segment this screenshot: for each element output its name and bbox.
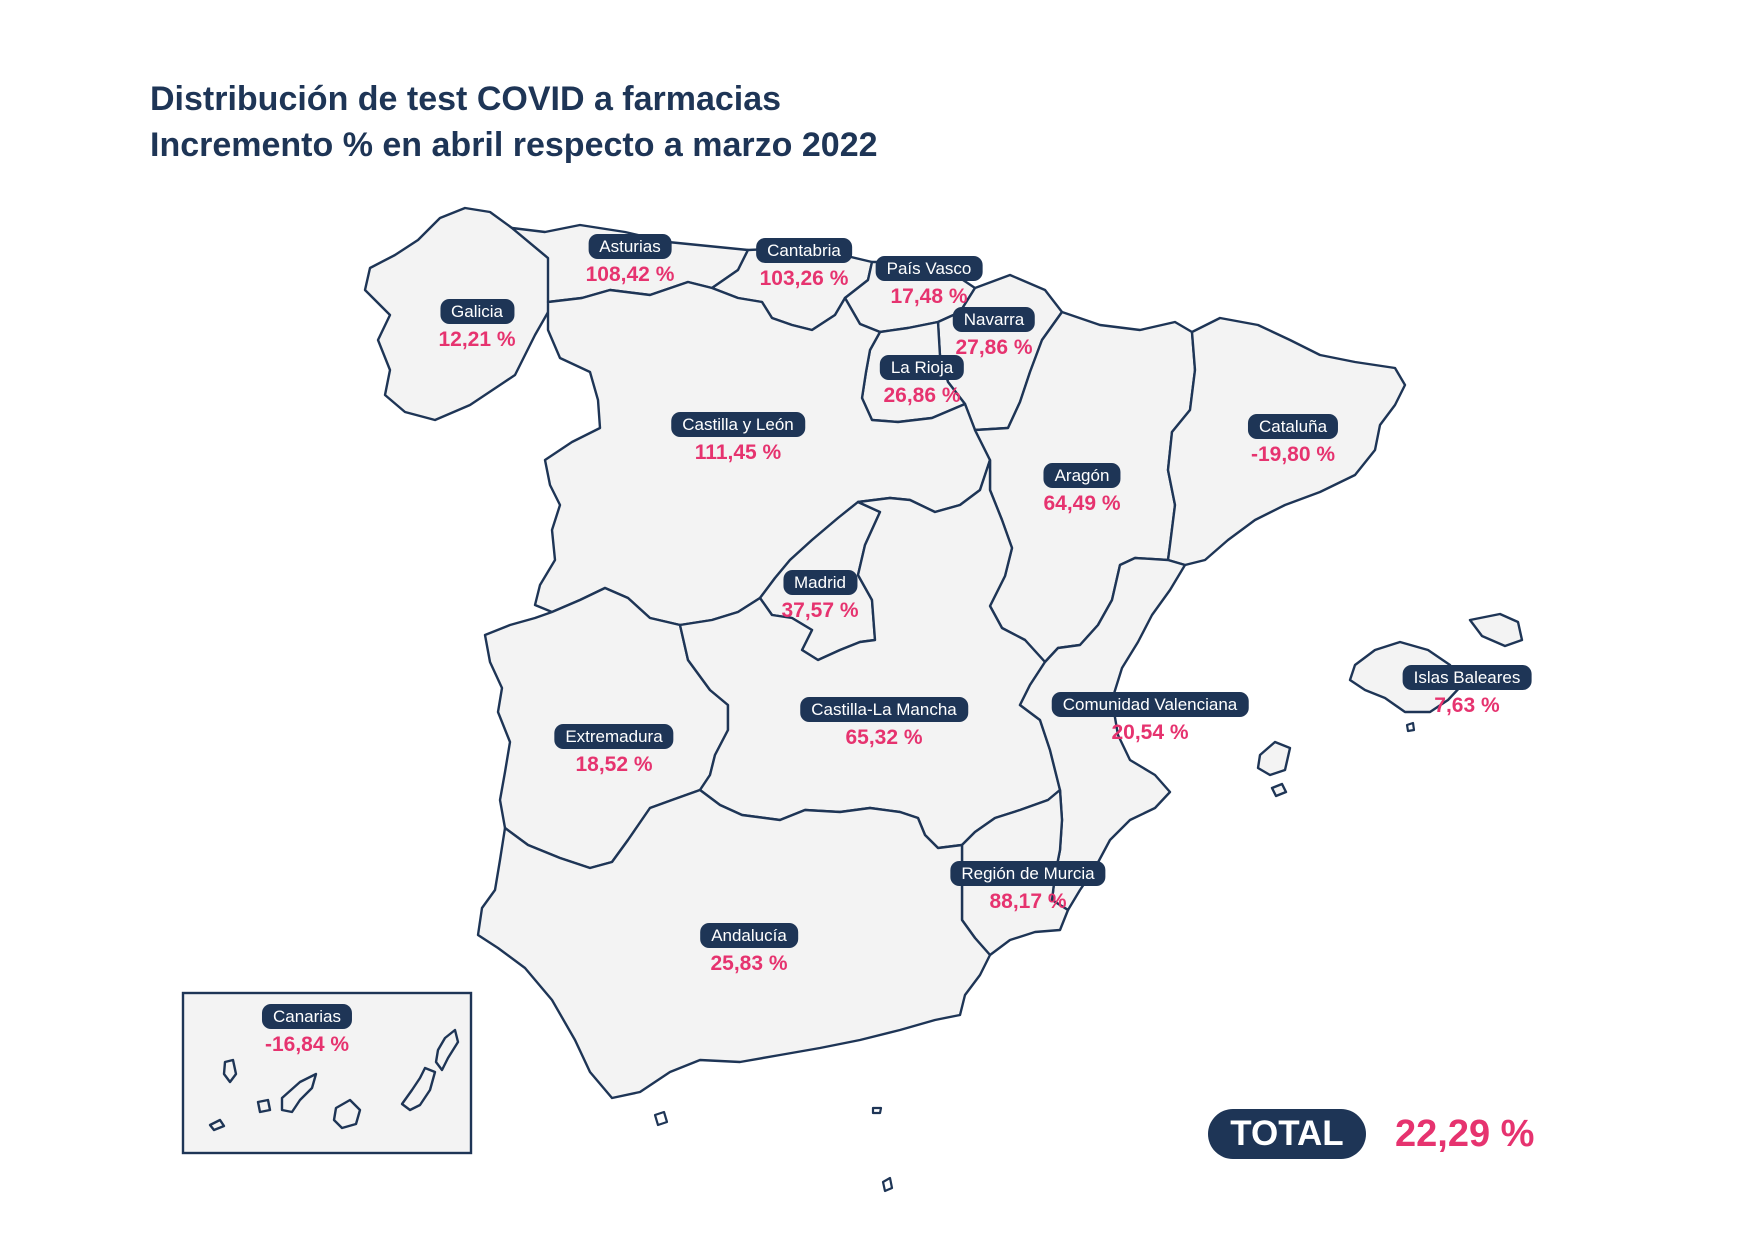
region-name-madrid: Madrid — [783, 570, 857, 595]
region-name-murcia: Región de Murcia — [950, 861, 1106, 886]
islet-ceuta — [653, 1110, 669, 1127]
label-navarra: Navarra 27,86 % — [952, 307, 1036, 362]
label-galicia: Galicia 12,21 % — [438, 299, 516, 354]
region-name-andalucia: Andalucía — [700, 923, 798, 948]
label-islas-baleares: Islas Baleares 7,63 % — [1402, 665, 1532, 720]
region-name-canarias: Canarias — [261, 1004, 353, 1029]
region-value-navarra: 27,86 % — [955, 336, 1033, 359]
region-name-la-rioja: La Rioja — [879, 355, 965, 380]
region-value-extremadura: 18,52 % — [575, 753, 653, 776]
region-name-galicia: Galicia — [440, 299, 514, 324]
region-value-galicia: 12,21 % — [438, 328, 516, 351]
region-value-murcia: 88,17 % — [989, 890, 1067, 913]
island-fuerteventura — [400, 1066, 437, 1112]
region-cataluna — [1166, 316, 1407, 567]
label-madrid: Madrid 37,57 % — [781, 570, 859, 625]
island-gran-canaria — [332, 1098, 362, 1130]
label-la-rioja: La Rioja 26,86 % — [879, 355, 965, 410]
island-cabrera — [1405, 721, 1416, 733]
label-murcia: Región de Murcia 88,17 % — [950, 861, 1106, 916]
region-value-cantabria: 103,26 % — [759, 267, 849, 290]
title-line-1: Distribución de test COVID a farmacias — [150, 80, 782, 118]
region-value-pais-vasco: 17,48 % — [890, 285, 968, 308]
region-name-pais-vasco: País Vasco — [875, 256, 983, 281]
island-lanzarote — [434, 1028, 460, 1072]
island-la-palma — [222, 1058, 238, 1084]
label-andalucia: Andalucía 25,83 % — [700, 923, 798, 978]
region-value-aragon: 64,49 % — [1043, 492, 1121, 515]
map-title: Distribución de test COVID a farmacias I… — [150, 76, 878, 168]
region-name-asturias: Asturias — [588, 234, 672, 259]
island-ibiza — [1256, 740, 1292, 777]
island-formentera — [1270, 782, 1288, 798]
island-menorca — [1468, 612, 1524, 648]
label-castilla-leon: Castilla y León 111,45 % — [671, 412, 805, 467]
region-name-islas-baleares: Islas Baleares — [1402, 665, 1532, 690]
region-name-cantabria: Cantabria — [756, 238, 852, 263]
label-aragon: Aragón 64,49 % — [1043, 463, 1121, 518]
label-asturias: Asturias 108,42 % — [585, 234, 675, 289]
region-value-castilla-la-mancha: 65,32 % — [845, 726, 923, 749]
region-value-islas-baleares: 7,63 % — [1434, 694, 1500, 717]
region-name-extremadura: Extremadura — [554, 724, 674, 749]
island-el-hierro — [208, 1118, 226, 1132]
label-pais-vasco: País Vasco 17,48 % — [875, 256, 983, 311]
region-name-navarra: Navarra — [952, 307, 1036, 332]
region-value-la-rioja: 26,86 % — [883, 384, 961, 407]
label-castilla-la-mancha: Castilla-La Mancha 65,32 % — [800, 697, 968, 752]
total-badge: TOTAL — [1208, 1109, 1366, 1159]
region-name-comunidad-valenciana: Comunidad Valenciana — [1051, 692, 1249, 717]
region-value-asturias: 108,42 % — [585, 263, 675, 286]
total-value: 22,29 % — [1395, 1113, 1535, 1155]
region-value-madrid: 37,57 % — [781, 599, 859, 622]
region-value-castilla-leon: 111,45 % — [694, 441, 782, 464]
islet-melilla — [881, 1176, 894, 1193]
island-la-gomera — [256, 1098, 272, 1114]
label-cantabria: Cantabria 103,26 % — [756, 238, 852, 293]
label-comunidad-valenciana: Comunidad Valenciana 20,54 % — [1051, 692, 1249, 747]
label-canarias: Canarias -16,84 % — [261, 1004, 353, 1059]
region-name-castilla-leon: Castilla y León — [671, 412, 805, 437]
region-name-aragon: Aragón — [1043, 463, 1121, 488]
islet-alboran — [871, 1106, 883, 1115]
region-value-cataluna: -19,80 % — [1250, 443, 1336, 466]
label-cataluna: Cataluña -19,80 % — [1247, 414, 1339, 469]
region-name-cataluna: Cataluña — [1247, 414, 1339, 439]
region-value-comunidad-valenciana: 20,54 % — [1111, 721, 1189, 744]
region-value-canarias: -16,84 % — [264, 1033, 350, 1056]
label-extremadura: Extremadura 18,52 % — [554, 724, 674, 779]
title-line-2: Incremento % en abril respecto a marzo 2… — [150, 126, 878, 164]
region-value-andalucia: 25,83 % — [710, 952, 788, 975]
region-name-castilla-la-mancha: Castilla-La Mancha — [800, 697, 968, 722]
island-tenerife — [280, 1072, 318, 1114]
